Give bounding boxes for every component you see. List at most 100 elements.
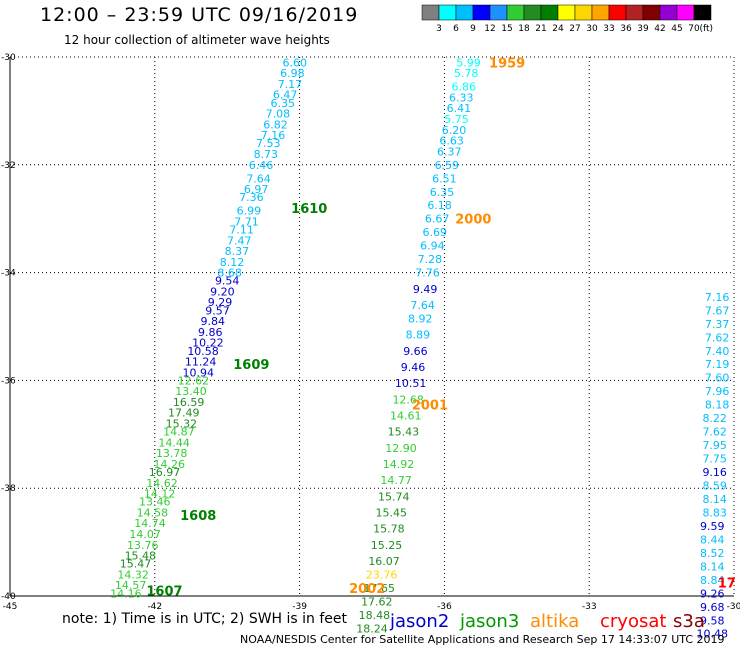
colorbar-label: 15	[501, 24, 512, 34]
time-label: 1609	[233, 358, 269, 373]
legend-altika: altika	[530, 611, 580, 632]
swh-value: 6.35	[430, 186, 455, 199]
swh-value: 15.47	[120, 558, 152, 571]
swh-value: 15.78	[373, 523, 405, 536]
swh-value: 6.51	[432, 172, 457, 185]
swh-value: 10.51	[395, 377, 427, 390]
y-tick-label: -40	[1, 592, 16, 602]
colorbar-swatch	[642, 4, 661, 21]
swh-value: 14.12	[144, 488, 176, 501]
legend-jason2: jason2	[390, 611, 450, 632]
swh-value: 12.90	[385, 442, 417, 455]
swh-value: 6.98	[280, 67, 305, 80]
time-label: 17	[718, 577, 736, 592]
swh-value: 5.99	[456, 56, 481, 69]
swh-value: 9.68	[700, 601, 725, 614]
swh-value: 7.37	[705, 318, 730, 331]
colorbar-label: 39	[637, 24, 649, 34]
y-tick-label: -32	[1, 161, 16, 171]
swh-value: 8.44	[700, 533, 725, 546]
swh-value: 10.22	[192, 337, 224, 350]
colorbar-label: 12	[484, 24, 495, 34]
footer-credit: NOAA/NESDIS Center for Satellite Applica…	[240, 633, 725, 646]
swh-value: 9.86	[198, 326, 223, 339]
swh-value: 6.82	[263, 118, 288, 131]
swh-value: 8.83	[702, 506, 727, 519]
x-tick-label: -42	[147, 602, 162, 612]
swh-value: 6.86	[451, 81, 476, 94]
swh-value: 9.29	[208, 296, 233, 309]
swh-value: 14.74	[134, 517, 166, 530]
swh-value: 14.58	[137, 506, 169, 519]
colorbar-swatch	[523, 4, 542, 21]
swh-value: 7.36	[239, 191, 264, 204]
swh-value: 8.18	[705, 399, 730, 412]
time-label: 1607	[146, 585, 182, 600]
swh-value: 9.49	[413, 283, 438, 296]
swh-value: 8.89	[406, 329, 431, 342]
swh-value: 13.40	[175, 385, 207, 398]
colorbar-label: 6	[453, 24, 459, 34]
colorbar-swatch	[455, 4, 474, 21]
swh-value: 5.75	[444, 113, 469, 126]
swh-value: 6.41	[447, 102, 472, 115]
colorbar-label: 27	[569, 24, 580, 34]
time-label: 1608	[180, 509, 216, 524]
swh-value: 6.97	[244, 183, 269, 196]
swh-value: 9.26	[700, 587, 725, 600]
chart-title: 12:00 – 23:59 UTC 09/16/2019	[40, 4, 359, 26]
swh-value: 7.53	[256, 137, 281, 150]
swh-value: 17.49	[168, 407, 200, 420]
swh-value: 8.59	[702, 480, 727, 493]
swh-value: 16.07	[368, 555, 400, 568]
swh-value: 8.73	[254, 148, 279, 161]
swh-value: 9.16	[702, 466, 727, 479]
swh-value: 9.59	[700, 520, 725, 533]
colorbar-swatch	[608, 4, 627, 21]
colorbar-swatch	[472, 4, 491, 21]
swh-value: 6.37	[437, 145, 462, 158]
colorbar-label: 45	[671, 24, 682, 34]
swh-value: 6.46	[249, 159, 274, 172]
swh-value: 15.48	[125, 550, 157, 563]
swh-value: 10.48	[697, 628, 729, 641]
swh-value: 23.76	[366, 568, 398, 581]
swh-value: 6.33	[449, 91, 474, 104]
swh-value: 18.48	[359, 609, 391, 622]
swh-value: 14.07	[129, 528, 161, 541]
swh-value: 14.87	[163, 426, 195, 439]
swh-value: 9.84	[200, 315, 225, 328]
legend-cryosat: cryosat	[600, 611, 667, 632]
swh-value: 9.66	[403, 345, 428, 358]
swh-value: 5.78	[454, 67, 479, 80]
swh-value: 7.76	[415, 267, 440, 280]
swh-value: 12.68	[392, 393, 424, 406]
swh-value: 14.32	[117, 568, 149, 581]
swh-value: 14.16	[110, 587, 142, 600]
colorbar-swatch	[659, 4, 678, 21]
time-label: 2000	[455, 213, 491, 228]
swh-value: 16.97	[149, 466, 181, 479]
swh-value: 13.76	[127, 539, 159, 552]
x-tick-label: -36	[437, 602, 452, 612]
colorbar-label: 9	[470, 24, 476, 34]
swh-value: 8.92	[408, 312, 433, 325]
colorbar-swatch	[421, 4, 440, 21]
swh-value: 7.11	[229, 223, 254, 236]
y-tick-label: -38	[1, 484, 16, 494]
colorbar-label: 21	[535, 24, 546, 34]
swh-value: 12.62	[178, 374, 210, 387]
swh-value: 7.67	[705, 304, 730, 317]
swh-value: 17.65	[363, 582, 395, 595]
colorbar-swatch	[489, 4, 508, 21]
swh-value: 7.64	[410, 299, 435, 312]
swh-value: 14.57	[115, 579, 147, 592]
swh-value: 7.16	[261, 129, 286, 142]
swh-value: 14.44	[158, 436, 190, 449]
swh-value: 14.77	[380, 474, 412, 487]
swh-value: 8.22	[702, 412, 727, 425]
time-label: 1959	[489, 56, 525, 71]
colorbar-label: 42	[654, 24, 665, 34]
swh-value: 15.43	[388, 426, 420, 439]
swh-value: 14.61	[390, 409, 422, 422]
